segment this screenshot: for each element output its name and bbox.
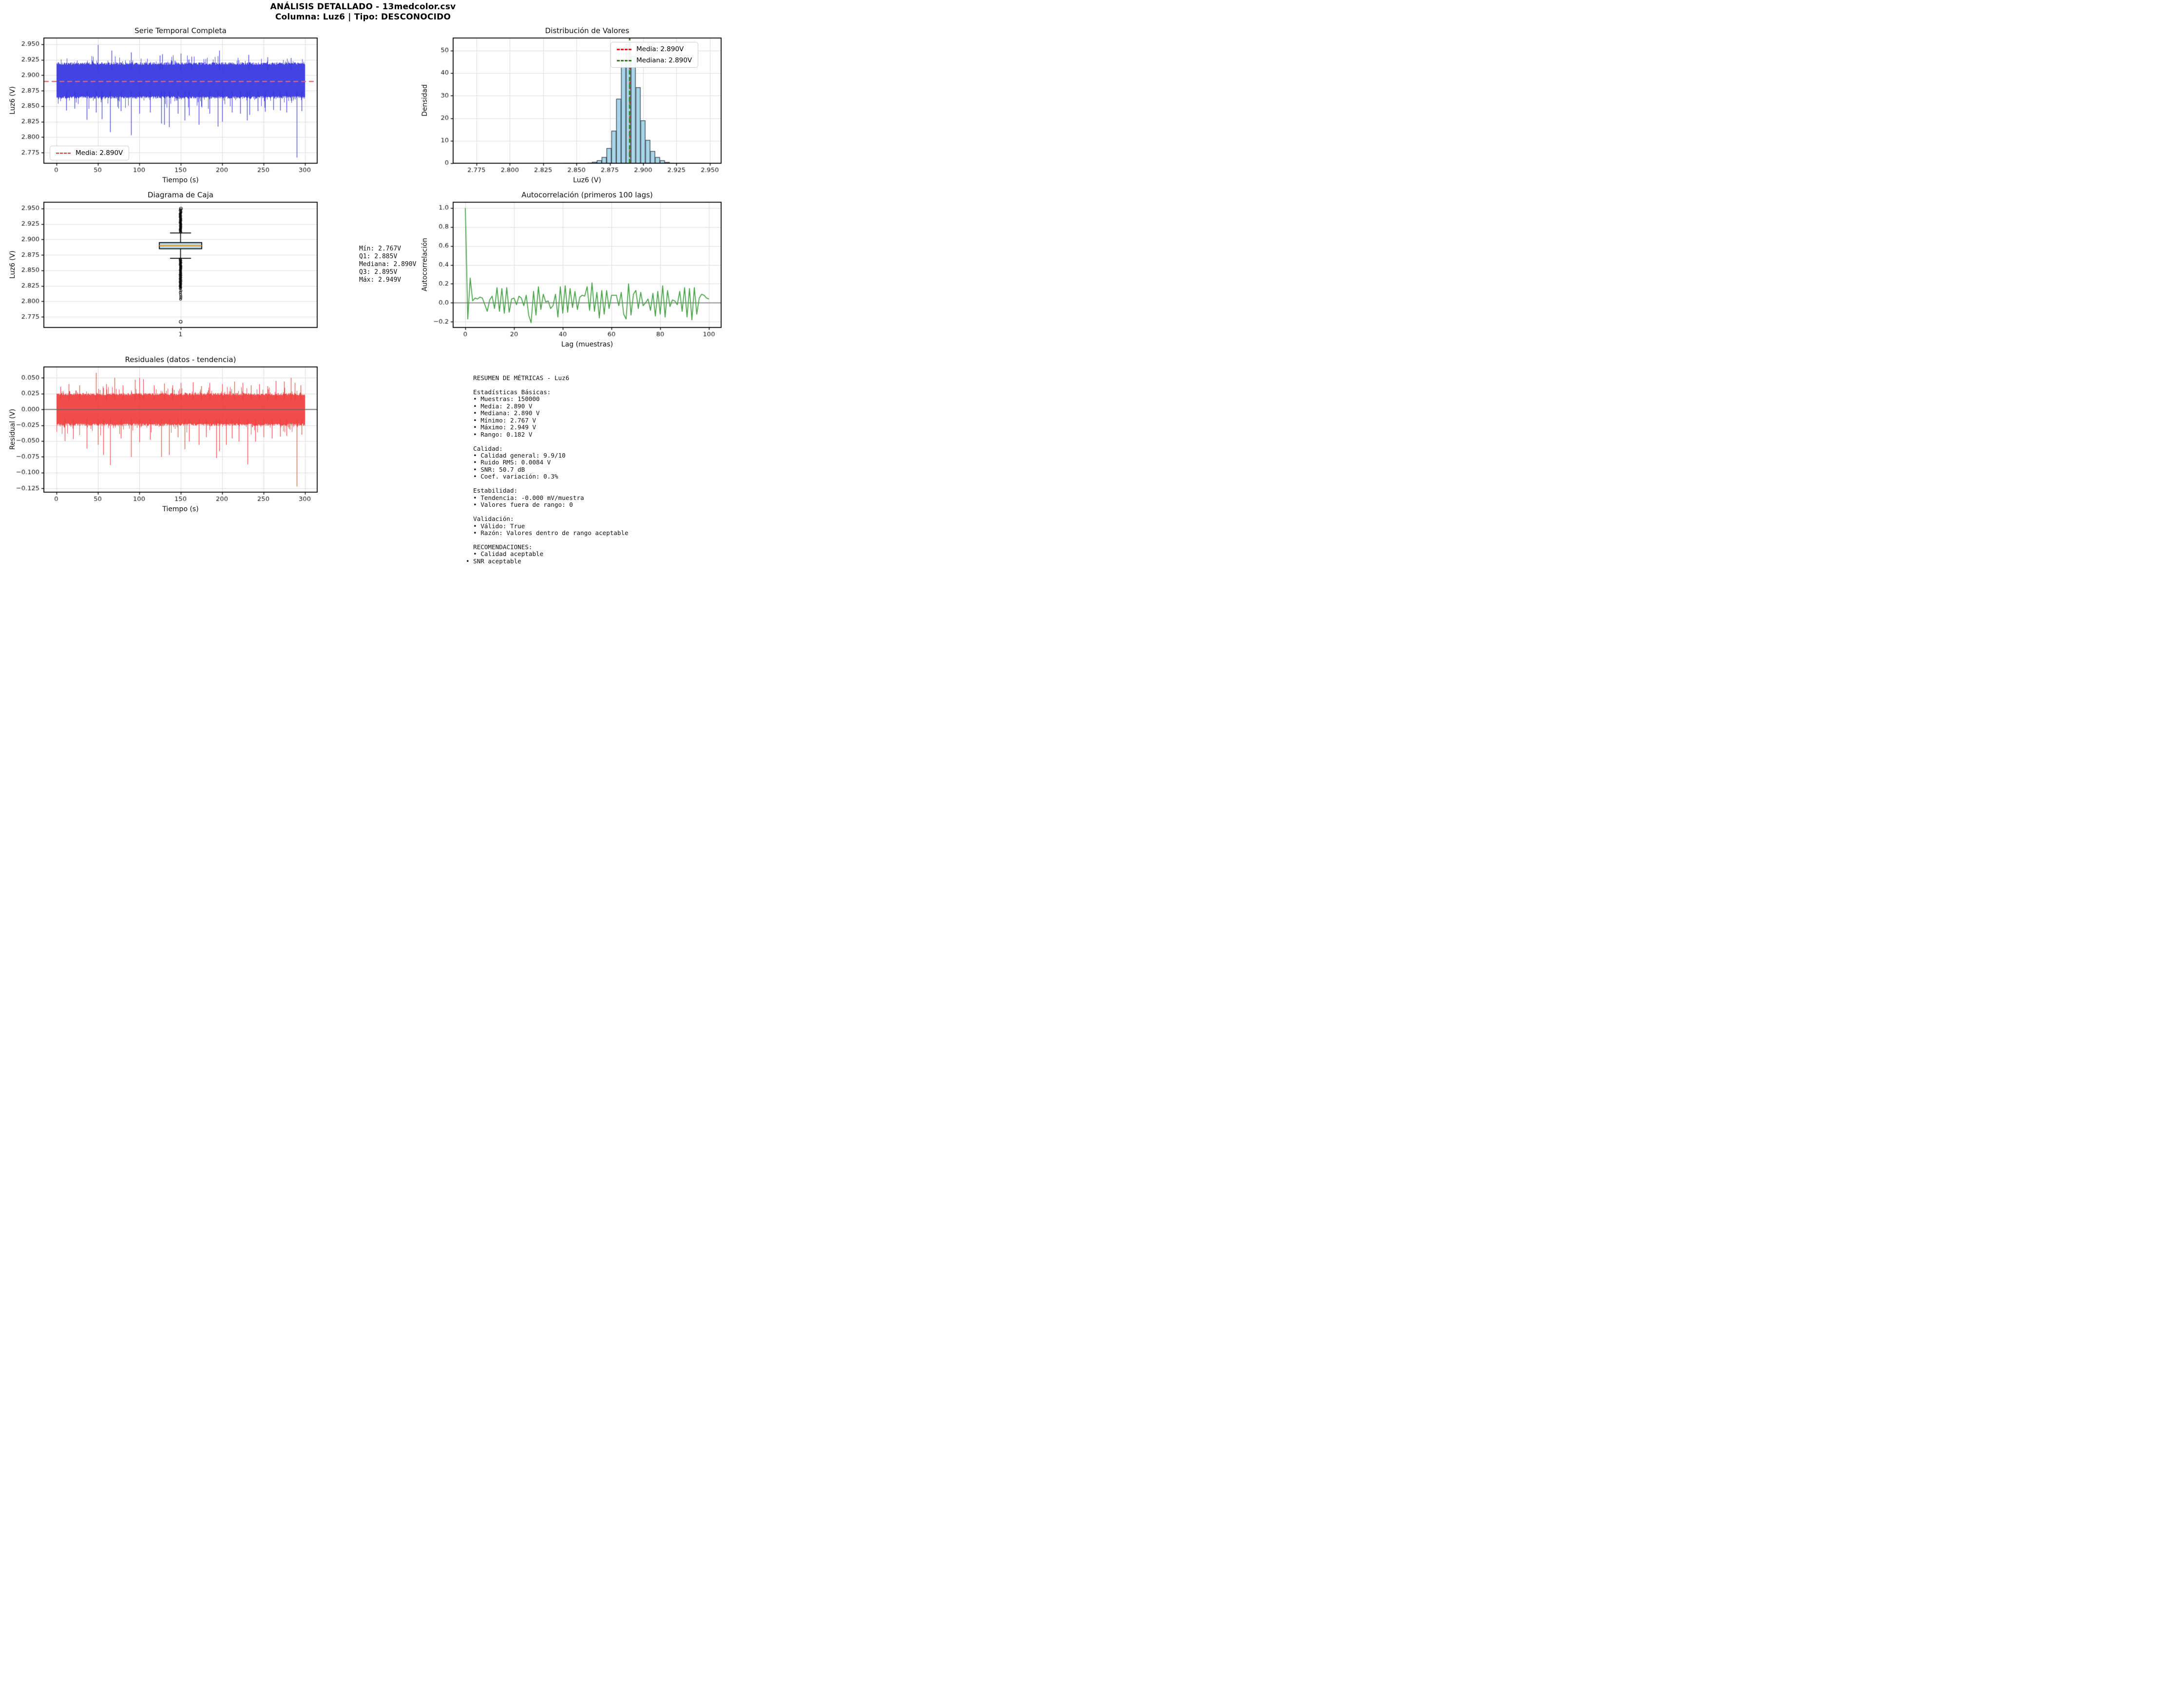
acf-ylabel: Autocorrelación xyxy=(421,238,429,291)
hist-ylabel: Densidad xyxy=(421,84,429,116)
figure-title: ANÁLISIS DETALLADO - 13medcolor.csv xyxy=(270,2,456,12)
figure-subtitle: Columna: Luz6 | Tipo: DESCONOCIDO xyxy=(275,12,451,22)
hist-legend-media-row: Media: 2.890V xyxy=(617,45,692,53)
acf-xlabel: Lag (muestras) xyxy=(561,341,613,348)
red-dash-icon xyxy=(617,48,631,50)
ts-legend-media-label: Media: 2.890V xyxy=(76,149,123,157)
ts-legend: Media: 2.890V xyxy=(50,146,130,160)
box-ylabel: Luz6 (V) xyxy=(9,250,17,279)
panel-title-time-series: Serie Temporal Completa xyxy=(134,26,227,35)
res-ylabel: Residual (V) xyxy=(9,408,17,450)
panel-title-histogram: Distribución de Valores xyxy=(545,26,630,35)
panel-title-residuals: Residuales (datos - tendencia) xyxy=(125,355,236,364)
green-dash-icon xyxy=(617,59,631,61)
ts-legend-media-row: Media: 2.890V xyxy=(56,149,123,157)
red-dash-icon xyxy=(56,152,71,154)
hist-legend-media-label: Media: 2.890V xyxy=(636,45,684,53)
hist-legend-mediana-label: Mediana: 2.890V xyxy=(636,57,692,64)
ts-ylabel: Luz6 (V) xyxy=(9,86,17,115)
plots-canvas xyxy=(0,0,726,569)
panel-title-autocorrelation: Autocorrelación (primeros 100 lags) xyxy=(521,191,653,199)
res-xlabel: Tiempo (s) xyxy=(162,505,199,513)
metrics-summary-text: RESUMEN DE MÉTRICAS - Luz6 Estadísticas … xyxy=(466,374,629,565)
boxplot-stats-text: Mín: 2.767V Q1: 2.885V Mediana: 2.890V Q… xyxy=(359,245,417,284)
hist-legend-mediana-row: Mediana: 2.890V xyxy=(617,57,692,64)
panel-title-boxplot: Diagrama de Caja xyxy=(148,191,213,199)
hist-legend: Media: 2.890V Mediana: 2.890V xyxy=(611,42,699,68)
hist-xlabel: Luz6 (V) xyxy=(573,176,601,184)
ts-xlabel: Tiempo (s) xyxy=(162,176,199,184)
figure: ANÁLISIS DETALLADO - 13medcolor.csv Colu… xyxy=(0,0,726,569)
